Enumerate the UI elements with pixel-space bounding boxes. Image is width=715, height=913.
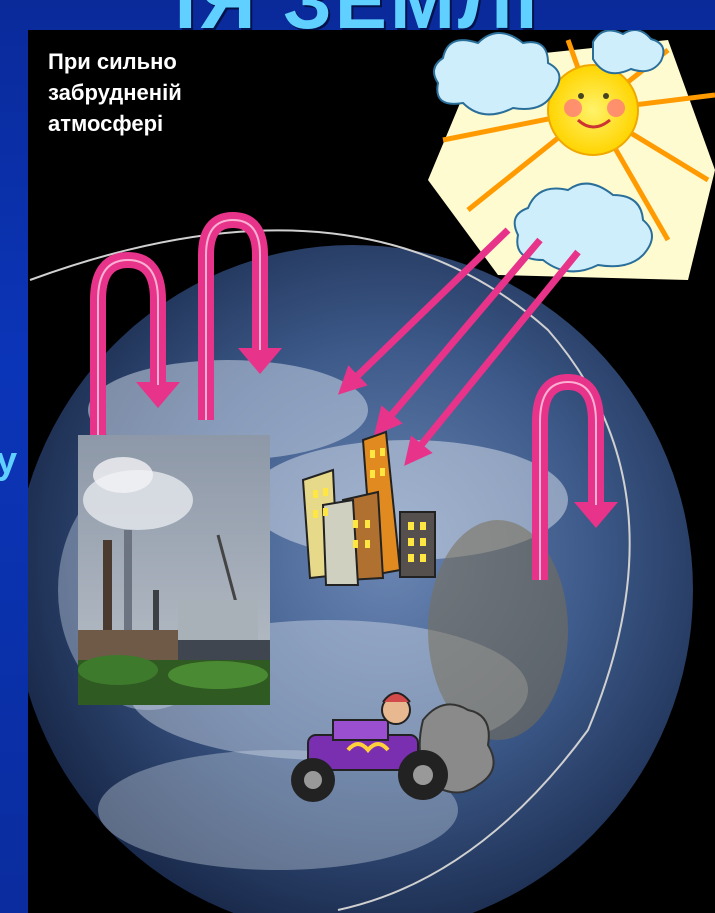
caption: При сильно забрудненій атмосфері	[48, 46, 288, 139]
side-letter: у	[0, 440, 18, 482]
city-buildings-icon	[301, 430, 436, 586]
cloud-icon	[433, 30, 665, 273]
illustration-panel: При сильно забрудненій атмосфері	[28, 30, 715, 913]
caption-line-2: забрудненій	[48, 80, 182, 105]
caption-line-1: При сильно	[48, 49, 177, 74]
scene	[28, 30, 715, 913]
car-icon	[291, 692, 495, 802]
arrow-heads	[136, 348, 618, 528]
caption-line-3: атмосфері	[48, 111, 164, 136]
incoming-radiation-arrows	[337, 227, 581, 466]
atmosphere-boundary	[29, 229, 631, 911]
factory-image	[78, 435, 270, 705]
